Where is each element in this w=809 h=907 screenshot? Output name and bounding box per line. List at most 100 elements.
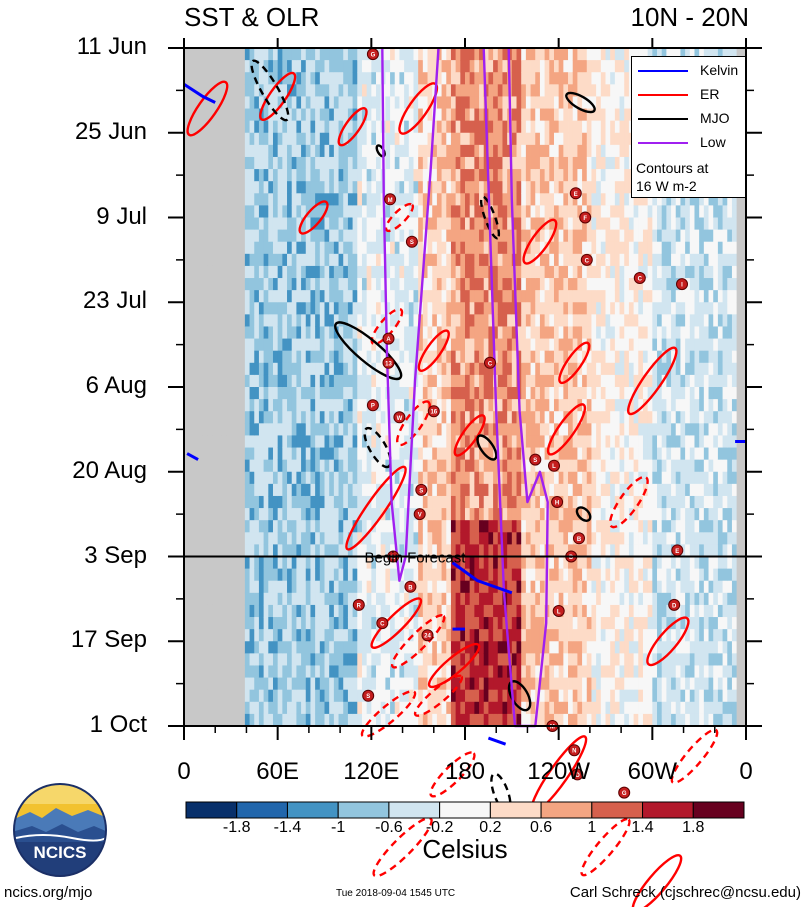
heat-cell [385, 72, 391, 85]
heat-cell [563, 156, 569, 170]
heat-cell [488, 689, 494, 703]
heat-cell [305, 532, 311, 545]
heat-cell [291, 713, 297, 727]
heat-cell [324, 169, 330, 182]
heat-cell [549, 423, 555, 436]
heat-cell [371, 459, 377, 473]
heat-cell [301, 48, 307, 61]
heat-cell [413, 169, 419, 182]
heat-cell [404, 423, 410, 436]
heat-cell [422, 338, 428, 352]
heat-cell [450, 508, 457, 521]
heat-cell [310, 447, 316, 461]
heat-cell [254, 665, 260, 678]
heat-cell [572, 48, 578, 61]
heat-cell [361, 713, 368, 727]
heat-cell [539, 120, 546, 134]
heat-cell [333, 48, 339, 61]
heat-cell [296, 265, 302, 279]
heat-cell [329, 520, 335, 533]
heat-cell [226, 447, 232, 461]
heat-cell [516, 641, 522, 654]
heat-cell [184, 229, 190, 243]
heat-cell [511, 592, 517, 606]
heat-cell [502, 483, 508, 497]
heat-cell [408, 132, 414, 146]
heat-cell [465, 72, 471, 85]
heat-cell [516, 544, 522, 557]
heat-cell [446, 568, 452, 582]
heat-cell [460, 144, 466, 158]
heat-cell [516, 713, 522, 727]
heat-cell [310, 84, 316, 97]
heat-cell [310, 665, 316, 678]
heat-cell [230, 483, 236, 497]
heat-cell [582, 580, 588, 594]
heat-cell [258, 713, 265, 727]
heat-cell [455, 592, 461, 606]
heat-cell [371, 713, 377, 727]
heat-cell [198, 302, 204, 315]
heat-cell [315, 483, 321, 497]
heat-cell [460, 229, 466, 243]
heat-cell [301, 205, 307, 218]
heat-cell [418, 689, 424, 703]
heat-cell [507, 435, 513, 448]
heat-cell [563, 459, 569, 473]
heat-cell [591, 459, 597, 473]
heat-cell [385, 290, 391, 303]
heat-cell [455, 387, 461, 400]
heat-cell [497, 689, 503, 703]
heat-cell [240, 217, 246, 231]
heat-cell [263, 629, 269, 642]
heat-cell [244, 60, 250, 73]
heat-cell [343, 423, 349, 436]
heat-cell [446, 411, 452, 424]
heat-cell [258, 423, 265, 436]
heat-cell [465, 387, 471, 400]
heat-cell [291, 471, 297, 485]
heat-cell [202, 48, 208, 61]
heat-cell [577, 96, 583, 109]
heat-cell [558, 229, 564, 243]
heat-cell [530, 217, 536, 231]
heat-cell [427, 229, 433, 243]
heat-cell [352, 447, 358, 461]
heat-cell [455, 278, 461, 291]
heat-cell [207, 374, 213, 388]
heat-cell [469, 459, 475, 473]
heat-cell [244, 641, 250, 654]
heat-cell [301, 701, 307, 715]
heat-cell [521, 689, 527, 703]
heat-cell [530, 459, 536, 473]
heat-cell [525, 568, 531, 582]
heat-cell [511, 399, 517, 412]
heat-cell [188, 387, 194, 400]
heat-cell [235, 580, 241, 594]
heat-cell [385, 108, 391, 122]
heat-cell [235, 132, 241, 146]
heat-cell [249, 471, 255, 485]
heat-cell [502, 362, 508, 376]
heat-cell [553, 544, 560, 557]
heat-cell [202, 435, 208, 448]
heat-cell [450, 665, 457, 678]
heat-cell [497, 447, 503, 461]
heat-cell [296, 411, 302, 424]
heat-cell [436, 701, 442, 715]
heat-cell [305, 217, 311, 231]
heat-cell [516, 60, 522, 73]
heat-cell [184, 459, 190, 473]
heat-cell [483, 350, 489, 364]
heat-cell [488, 459, 494, 473]
heat-cell [497, 265, 503, 279]
heat-cell [511, 132, 517, 146]
heat-cell [301, 314, 307, 327]
heat-cell [586, 108, 592, 122]
heat-cell [408, 72, 414, 85]
heat-cell [184, 72, 190, 85]
heat-cell [469, 302, 475, 315]
heat-cell [582, 60, 588, 73]
heat-cell [296, 471, 302, 485]
heat-cell [296, 338, 302, 352]
